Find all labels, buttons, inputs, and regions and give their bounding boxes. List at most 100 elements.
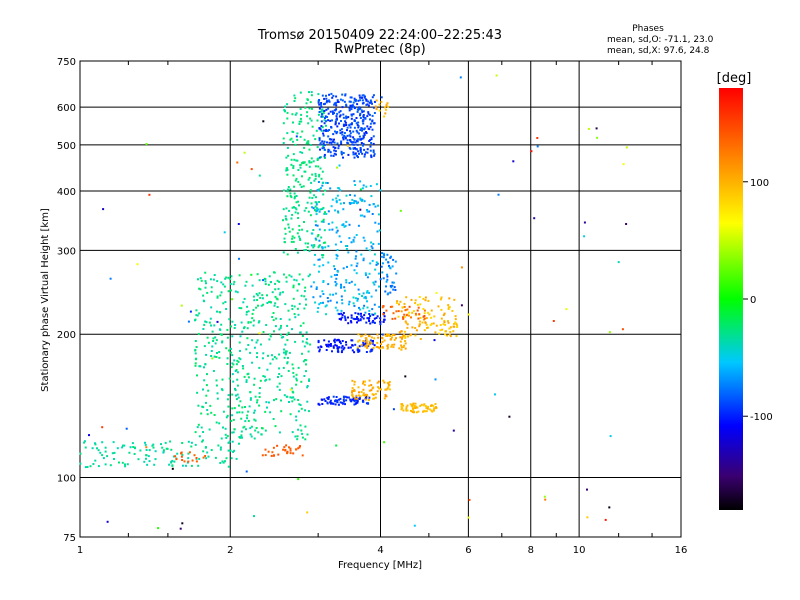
data-point [148,460,151,463]
data-point [216,320,219,323]
data-point [396,302,398,305]
data-point [303,138,306,141]
data-point [353,200,356,202]
data-point [285,280,288,283]
data-point [199,288,202,291]
data-point [348,300,351,303]
data-point [376,390,379,393]
data-point [284,227,287,230]
data-point [371,213,374,215]
data-point [349,320,352,323]
data-point [336,399,338,402]
data-point [253,377,256,380]
data-point [345,104,348,107]
data-point [314,220,317,223]
data-point [306,342,309,345]
data-point [327,99,330,102]
stats-line-o: mean, sd,O: -71.1, 23.0 [607,35,714,45]
data-point [258,292,261,295]
data-point [347,346,350,349]
data-point [361,199,363,202]
data-point [252,309,255,311]
data-point [360,312,362,315]
data-point [340,318,342,321]
data-point [288,318,291,321]
data-point [377,222,380,225]
data-point [316,209,318,212]
data-point [299,331,302,334]
data-point [369,99,372,102]
data-point [316,146,319,149]
data-point [382,312,385,314]
data-point [360,343,363,346]
data-point [285,156,288,159]
data-point [292,165,295,168]
data-point [383,397,386,400]
data-point [276,279,279,282]
data-point [204,455,207,457]
data-point [193,454,196,457]
data-point [389,285,392,287]
data-point [586,516,589,519]
data-point [336,112,339,115]
data-point [290,158,293,161]
data-point [391,265,394,268]
data-point [320,105,323,108]
data-point [245,379,248,382]
data-point [271,316,274,318]
data-point [354,283,357,286]
data-point [340,346,343,349]
data-point [221,341,224,344]
data-point [353,236,356,239]
data-point [266,302,269,304]
data-point [230,457,233,460]
data-point [353,380,356,383]
data-point [322,293,325,295]
data-point [365,340,368,343]
data-point [213,414,216,416]
data-point [286,117,289,120]
data-point [295,373,298,376]
data-point [244,406,246,408]
data-point [336,166,339,169]
data-point [340,142,343,145]
data-point [352,136,355,139]
data-point [293,158,296,161]
data-point [353,304,356,307]
data-point [369,315,372,317]
data-point [310,161,313,164]
data-point [269,362,272,365]
data-point [271,358,274,361]
data-point [341,340,344,342]
data-point [335,115,338,118]
data-point [362,137,365,140]
data-point [327,245,330,248]
data-point [345,103,348,106]
data-point [369,339,372,342]
data-point [447,320,449,323]
data-point [385,335,388,337]
data-point [455,335,458,338]
data-point [334,209,337,212]
data-point [347,116,350,119]
data-point [448,327,451,330]
data-point [286,173,289,176]
data-point [315,196,317,199]
data-point [283,356,286,359]
data-point [440,317,443,320]
data-point [161,446,164,449]
data-point [259,379,262,382]
data-point [351,387,354,390]
data-point [147,455,150,458]
data-point [439,324,442,326]
data-point [334,150,337,153]
data-point [340,140,343,143]
data-point [356,401,359,404]
data-point [204,363,207,366]
data-point [206,451,209,454]
data-point [337,101,340,103]
data-point [319,302,322,304]
data-point [311,197,314,199]
data-point [370,195,373,198]
x-tick-label: 4 [377,545,383,556]
